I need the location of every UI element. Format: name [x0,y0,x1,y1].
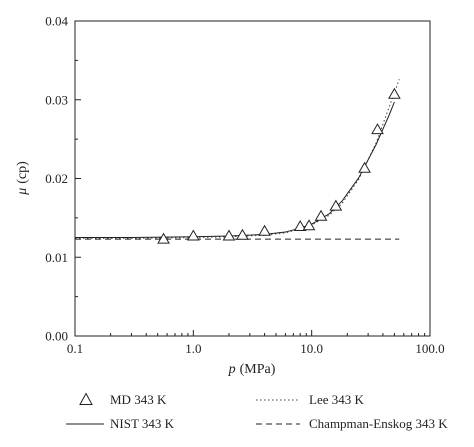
legend-label-lee: Lee 343 K [309,392,364,407]
md-data-point [314,209,328,221]
md-data-point [293,220,307,232]
series-line-1 [75,79,400,239]
legend-label-champman-enskog: Champman-Enskog 343 K [309,416,448,431]
x-axis-title: p (MPa) [228,362,276,377]
legend-label-md: MD 343 K [110,392,167,407]
md-data-point [302,219,316,231]
x-tick-label: 100.0 [415,341,444,356]
x-tick-label: 0.1 [67,341,83,356]
md-data-point [236,228,249,240]
md-data-point [258,224,271,236]
y-tick-label: 0.00 [45,329,68,344]
md-data-point [157,232,170,244]
legend-swatch-triangle-icon [79,392,93,405]
legend-label-nist: NIST 343 K [110,416,175,431]
md-data-point [329,199,343,211]
md-data-point [358,161,371,173]
plot-frame [74,20,431,337]
legend-item-champman-enskog: Champman-Enskog 343 K [256,416,448,431]
chart-curves [75,79,400,240]
series-line-2 [75,101,395,239]
y-axis-title: μ(cp) [15,161,30,196]
x-axis-ticks: 0.1 1.0 10.0 100.0 [67,330,445,356]
y-tick-label: 0.04 [45,14,68,29]
y-tick-label: 0.01 [45,250,68,265]
chart-legend: MD 343 K Lee 343 K NIST 343 K Champman-E… [66,392,448,431]
md-data-point [388,87,401,99]
legend-item-lee: Lee 343 K [256,392,364,407]
x-tick-label: 10.0 [300,341,323,356]
legend-item-nist: NIST 343 K [66,416,175,431]
chart-markers [157,87,401,244]
y-tick-label: 0.02 [45,171,68,186]
md-data-point [371,123,384,135]
x-tick-label: 1.0 [185,341,201,356]
md-data-point [222,229,236,241]
plot-area-border [74,20,431,337]
y-tick-label: 0.03 [45,92,68,107]
md-data-point [186,229,200,241]
y-axis-ticks: 0.00 0.01 0.02 0.03 0.04 [45,14,81,344]
legend-item-md: MD 343 K [79,392,167,407]
